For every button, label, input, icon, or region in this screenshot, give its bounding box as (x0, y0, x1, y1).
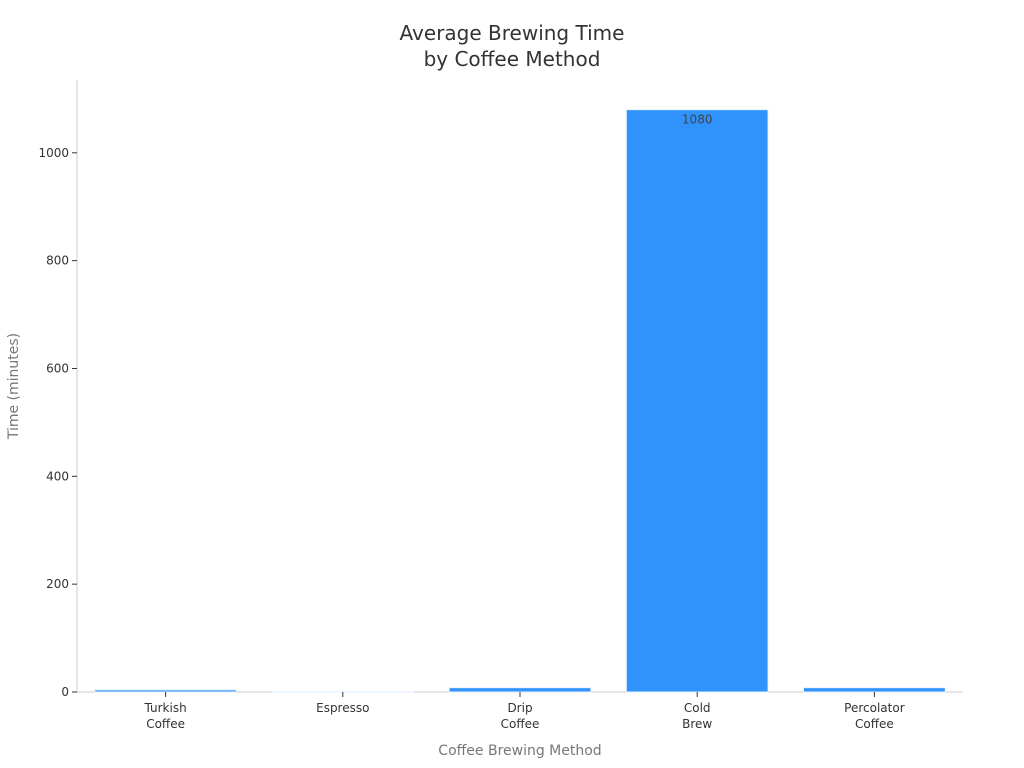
x-tick-label: Percolator (844, 701, 905, 715)
x-tick-label: Drip (507, 701, 532, 715)
y-tick-label: 0 (61, 685, 69, 699)
x-tick-label: Cold (684, 701, 711, 715)
y-axis-label: Time (minutes) (6, 333, 22, 440)
x-tick-label: Coffee (146, 717, 185, 731)
y-tick-label: 600 (46, 361, 69, 375)
bar (803, 687, 946, 693)
chart-title-line-1: Average Brewing Time (400, 21, 625, 45)
x-tick-label: Coffee (501, 717, 540, 731)
bar (271, 691, 415, 693)
x-tick-label: Espresso (316, 701, 369, 715)
bar (625, 109, 769, 693)
y-tick-label: 400 (46, 469, 69, 483)
bar (94, 689, 237, 693)
x-tick-label: Coffee (855, 717, 894, 731)
x-axis-label: Coffee Brewing Method (438, 743, 601, 759)
y-tick-label: 1000 (38, 146, 69, 160)
x-tick-label: Brew (682, 717, 712, 731)
chart-title-line-2: by Coffee Method (424, 47, 601, 71)
x-tick-label: Turkish (144, 701, 187, 715)
y-tick-label: 800 (46, 254, 69, 268)
y-tick-label: 200 (46, 577, 69, 591)
plot-area: 0 200 400 600 800 1000 Turkish Coffee Espresso Dr… (38, 80, 963, 731)
bar (448, 687, 592, 693)
data-label: 1080 (682, 113, 713, 127)
